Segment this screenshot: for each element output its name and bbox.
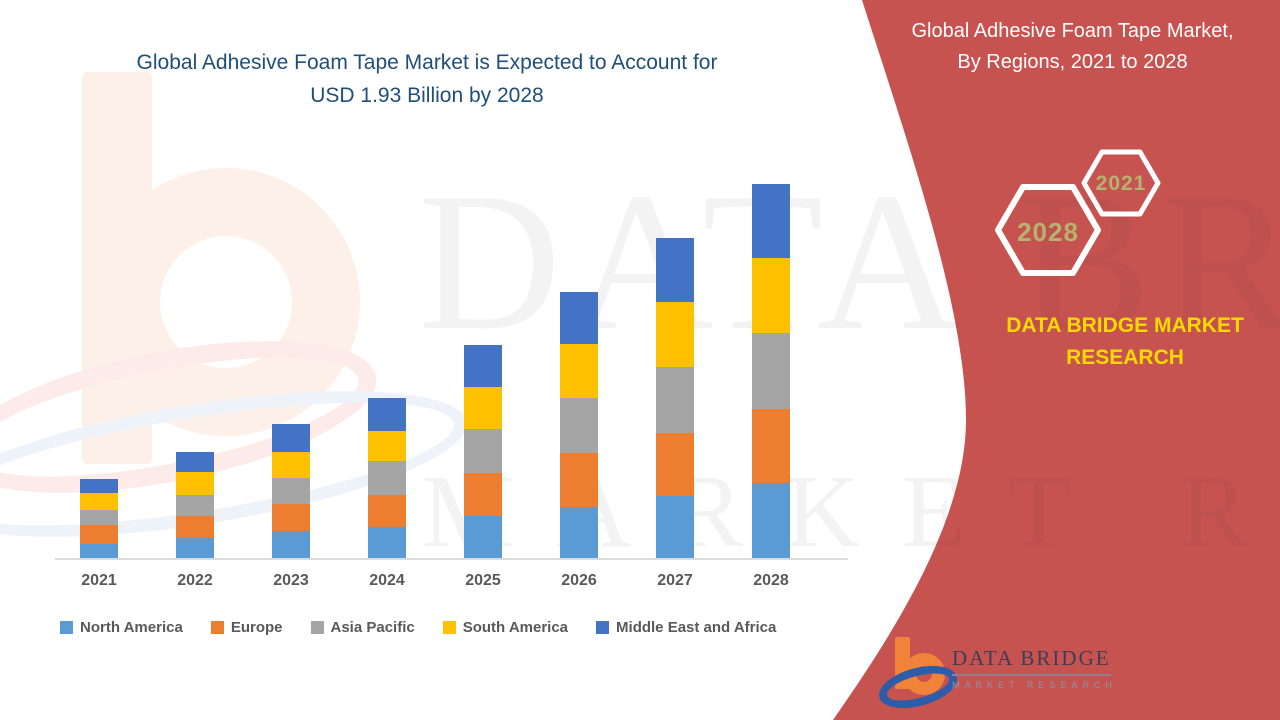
x-tick-2027: 2027 bbox=[657, 572, 693, 589]
x-tick-2028: 2028 bbox=[753, 572, 789, 589]
segment-2028-south-america bbox=[752, 257, 790, 333]
company-logo: DATA BRIDGE MARKET RESEARCH bbox=[874, 630, 1230, 716]
chart-title-line2: USD 1.93 Billion by 2028 bbox=[310, 84, 544, 107]
bar-2027 bbox=[627, 237, 723, 558]
segment-2026-north-america bbox=[560, 507, 598, 558]
legend-label-asia-pacific: Asia Pacific bbox=[330, 619, 415, 636]
legend: North America Europe Asia Pacific South Ame… bbox=[60, 619, 776, 636]
segment-2026-asia-pacific bbox=[560, 397, 598, 453]
segment-2026-europe bbox=[560, 452, 598, 507]
legend-item-south-america: South America bbox=[442, 619, 569, 636]
segment-2022-south-america bbox=[176, 471, 214, 495]
panel-title-line2: By Regions, 2021 to 2028 bbox=[957, 51, 1188, 73]
bar-2024 bbox=[339, 398, 435, 558]
legend-item-north-america: North America bbox=[60, 619, 183, 636]
x-tick-2025: 2025 bbox=[465, 572, 501, 589]
segment-2021-south-america bbox=[80, 493, 118, 511]
segment-2027-north-america bbox=[656, 495, 694, 558]
bar-2023 bbox=[243, 423, 339, 558]
segment-2026-middle-east-and-africa bbox=[560, 291, 598, 344]
segment-2027-middle-east-and-africa bbox=[656, 237, 694, 302]
brand-text: DATA BRIDGE MARKET RESEARCH bbox=[965, 310, 1280, 374]
segment-2028-europe bbox=[752, 408, 790, 483]
bars bbox=[51, 164, 819, 558]
logo-text: DATA BRIDGE MARKET RESEARCH bbox=[952, 646, 1117, 690]
segment-2022-north-america bbox=[176, 538, 214, 558]
hexagon-2028-label: 2028 bbox=[1017, 217, 1079, 247]
segment-2023-south-america bbox=[272, 452, 310, 478]
segment-2024-asia-pacific bbox=[368, 461, 406, 495]
x-tick-2026: 2026 bbox=[561, 572, 597, 589]
logo-name: DATA BRIDGE bbox=[952, 646, 1111, 676]
segment-2022-middle-east-and-africa bbox=[176, 451, 214, 472]
segment-2027-europe bbox=[656, 432, 694, 496]
segment-2021-asia-pacific bbox=[80, 510, 118, 526]
hexagon-2021-label: 2021 bbox=[1095, 172, 1147, 195]
x-tick-2024: 2024 bbox=[369, 572, 405, 589]
segment-2027-south-america bbox=[656, 301, 694, 367]
segment-2021-europe bbox=[80, 525, 118, 544]
legend-swatch-asia-pacific bbox=[310, 621, 324, 634]
legend-label-north-america: North America bbox=[80, 619, 183, 636]
chart-title: Global Adhesive Foam Tape Market is Expe… bbox=[52, 46, 802, 112]
segment-2024-north-america bbox=[368, 527, 406, 558]
segment-2025-south-america bbox=[464, 386, 502, 429]
segment-2022-asia-pacific bbox=[176, 494, 214, 516]
chart-title-line1: Global Adhesive Foam Tape Market is Expe… bbox=[136, 51, 718, 74]
logo-swoosh-icon bbox=[874, 658, 962, 716]
legend-swatch-north-america bbox=[60, 621, 73, 634]
segment-2024-europe bbox=[368, 495, 406, 527]
segment-2025-europe bbox=[464, 472, 502, 516]
x-axis-line bbox=[55, 558, 848, 560]
segment-2021-north-america bbox=[80, 543, 118, 558]
bar-2028 bbox=[723, 183, 819, 558]
legend-swatch-europe bbox=[210, 621, 224, 634]
segment-2022-europe bbox=[176, 515, 214, 538]
x-tick-2022: 2022 bbox=[177, 572, 213, 589]
legend-item-asia-pacific: Asia Pacific bbox=[310, 619, 415, 636]
legend-label-europe: Europe bbox=[230, 619, 283, 636]
bar-2022 bbox=[147, 451, 243, 558]
segment-2024-middle-east-and-africa bbox=[368, 398, 406, 432]
segment-2023-north-america bbox=[272, 531, 310, 558]
logo-b-bowl-icon bbox=[903, 653, 945, 695]
bar-2026 bbox=[531, 291, 627, 558]
brand-text-line1: DATA BRIDGE MARKET bbox=[1006, 314, 1244, 337]
logo-subtitle: MARKET RESEARCH bbox=[952, 680, 1117, 690]
segment-2028-asia-pacific bbox=[752, 332, 790, 409]
segment-2021-middle-east-and-africa bbox=[80, 478, 118, 494]
red-panel-shape bbox=[833, 0, 1280, 720]
x-tick-2021: 2021 bbox=[81, 572, 117, 589]
legend-label-south-america: South America bbox=[462, 619, 569, 636]
legend-label-middle-east-and-africa: Middle East and Africa bbox=[616, 619, 777, 636]
x-tick-2023: 2023 bbox=[273, 572, 309, 589]
panel-title: Global Adhesive Foam Tape Market, By Reg… bbox=[875, 16, 1270, 78]
segment-2025-asia-pacific bbox=[464, 428, 502, 473]
segment-2027-asia-pacific bbox=[656, 366, 694, 433]
legend-swatch-south-america bbox=[442, 621, 456, 634]
x-axis-labels: 2021 2022 2023 2024 2025 2026 2027 2028 bbox=[51, 572, 819, 590]
segment-2025-north-america bbox=[464, 515, 502, 558]
legend-item-middle-east-and-africa: Middle East and Africa bbox=[596, 619, 776, 636]
segment-2026-south-america bbox=[560, 343, 598, 398]
legend-item-europe: Europe bbox=[210, 619, 283, 636]
segment-2028-middle-east-and-africa bbox=[752, 183, 790, 258]
segment-2023-middle-east-and-africa bbox=[272, 423, 310, 452]
bar-2025 bbox=[435, 344, 531, 558]
brand-text-line2: RESEARCH bbox=[1066, 346, 1184, 369]
panel-title-line1: Global Adhesive Foam Tape Market, bbox=[911, 20, 1234, 42]
segment-2023-asia-pacific bbox=[272, 478, 310, 504]
segment-2028-north-america bbox=[752, 482, 790, 558]
bar-2021 bbox=[51, 478, 147, 558]
segment-2023-europe bbox=[272, 504, 310, 531]
segment-2024-south-america bbox=[368, 431, 406, 462]
legend-swatch-middle-east-and-africa bbox=[596, 621, 610, 634]
segment-2025-middle-east-and-africa bbox=[464, 344, 502, 387]
